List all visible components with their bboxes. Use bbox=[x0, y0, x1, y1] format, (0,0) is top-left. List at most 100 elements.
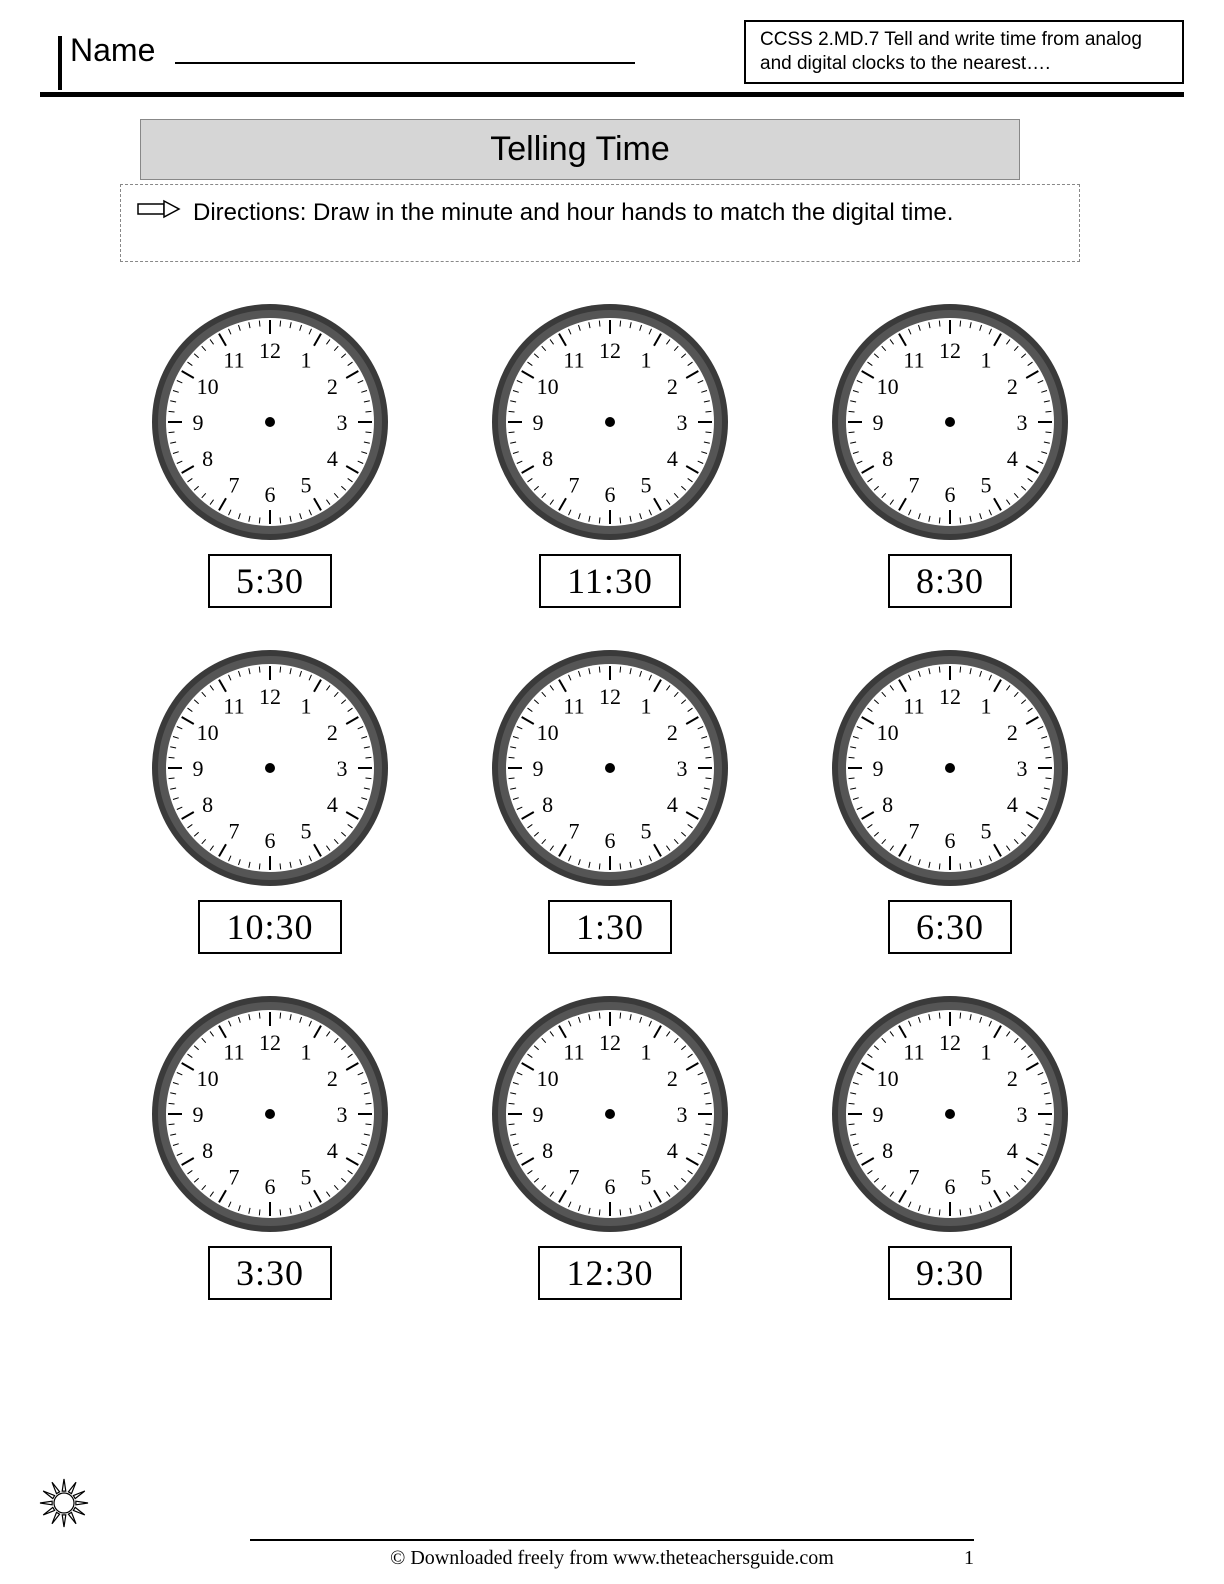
svg-text:6: 6 bbox=[265, 1174, 276, 1199]
svg-text:12: 12 bbox=[259, 1030, 281, 1055]
svg-text:8: 8 bbox=[882, 446, 893, 471]
clock-cell: 12123456789101111:30 bbox=[470, 302, 750, 608]
svg-text:12: 12 bbox=[599, 338, 621, 363]
analog-clock[interactable]: 121234567891011 bbox=[150, 994, 390, 1234]
header-row: Name CCSS 2.MD.7 Tell and write time fro… bbox=[40, 20, 1184, 84]
clock-cell: 1212345678910113:30 bbox=[130, 994, 410, 1300]
svg-text:1: 1 bbox=[641, 347, 652, 372]
svg-text:3: 3 bbox=[337, 756, 348, 781]
svg-text:10: 10 bbox=[877, 720, 899, 745]
svg-text:9: 9 bbox=[533, 756, 544, 781]
svg-text:4: 4 bbox=[327, 792, 338, 817]
svg-text:1: 1 bbox=[981, 1039, 992, 1064]
svg-text:11: 11 bbox=[563, 347, 584, 372]
clock-cell: 1212345678910116:30 bbox=[810, 648, 1090, 954]
svg-text:8: 8 bbox=[882, 1138, 893, 1163]
svg-text:4: 4 bbox=[1007, 792, 1018, 817]
svg-text:2: 2 bbox=[667, 1066, 678, 1091]
svg-text:1: 1 bbox=[641, 1039, 652, 1064]
svg-text:5: 5 bbox=[981, 818, 992, 843]
digital-time-box: 12:30 bbox=[538, 1246, 681, 1300]
clock-cell: 12123456789101110:30 bbox=[130, 648, 410, 954]
svg-text:7: 7 bbox=[229, 818, 240, 843]
svg-text:5: 5 bbox=[981, 472, 992, 497]
analog-clock[interactable]: 121234567891011 bbox=[490, 302, 730, 542]
svg-text:8: 8 bbox=[542, 792, 553, 817]
svg-text:11: 11 bbox=[903, 693, 924, 718]
worksheet-title: Telling Time bbox=[140, 119, 1020, 180]
name-input-line[interactable] bbox=[175, 20, 635, 64]
svg-text:2: 2 bbox=[1007, 374, 1018, 399]
footer-rule bbox=[250, 1539, 974, 1541]
svg-text:4: 4 bbox=[667, 1138, 678, 1163]
digital-time-box: 11:30 bbox=[539, 554, 681, 608]
svg-text:3: 3 bbox=[1017, 1102, 1028, 1127]
left-margin-rule bbox=[58, 36, 62, 90]
svg-text:7: 7 bbox=[909, 472, 920, 497]
svg-text:9: 9 bbox=[193, 1102, 204, 1127]
svg-text:3: 3 bbox=[337, 1102, 348, 1127]
svg-text:3: 3 bbox=[677, 756, 688, 781]
svg-text:2: 2 bbox=[667, 720, 678, 745]
svg-text:9: 9 bbox=[873, 1102, 884, 1127]
svg-text:6: 6 bbox=[265, 828, 276, 853]
svg-text:5: 5 bbox=[981, 1164, 992, 1189]
svg-text:1: 1 bbox=[641, 693, 652, 718]
svg-text:12: 12 bbox=[939, 338, 961, 363]
svg-text:10: 10 bbox=[197, 374, 219, 399]
svg-text:12: 12 bbox=[599, 1030, 621, 1055]
sun-icon bbox=[36, 1475, 92, 1536]
svg-text:2: 2 bbox=[1007, 720, 1018, 745]
svg-text:6: 6 bbox=[945, 482, 956, 507]
svg-text:12: 12 bbox=[599, 684, 621, 709]
analog-clock[interactable]: 121234567891011 bbox=[830, 302, 1070, 542]
analog-clock[interactable]: 121234567891011 bbox=[150, 302, 390, 542]
svg-text:1: 1 bbox=[301, 1039, 312, 1064]
clock-cell: 1212345678910119:30 bbox=[810, 994, 1090, 1300]
analog-clock[interactable]: 121234567891011 bbox=[150, 648, 390, 888]
clock-cell: 1212345678910111:30 bbox=[470, 648, 750, 954]
svg-text:2: 2 bbox=[327, 374, 338, 399]
svg-text:3: 3 bbox=[1017, 756, 1028, 781]
svg-text:4: 4 bbox=[327, 1138, 338, 1163]
page-number: 1 bbox=[964, 1547, 974, 1570]
svg-text:10: 10 bbox=[197, 720, 219, 745]
svg-text:5: 5 bbox=[301, 472, 312, 497]
svg-text:1: 1 bbox=[301, 347, 312, 372]
analog-clock[interactable]: 121234567891011 bbox=[490, 994, 730, 1234]
svg-text:11: 11 bbox=[563, 1039, 584, 1064]
svg-text:6: 6 bbox=[265, 482, 276, 507]
svg-text:9: 9 bbox=[193, 756, 204, 781]
analog-clock[interactable]: 121234567891011 bbox=[830, 994, 1070, 1234]
svg-text:1: 1 bbox=[301, 693, 312, 718]
svg-text:1: 1 bbox=[981, 347, 992, 372]
svg-text:8: 8 bbox=[202, 1138, 213, 1163]
analog-clock[interactable]: 121234567891011 bbox=[830, 648, 1070, 888]
svg-text:5: 5 bbox=[641, 472, 652, 497]
top-rule bbox=[40, 92, 1184, 97]
svg-text:9: 9 bbox=[533, 410, 544, 435]
svg-text:7: 7 bbox=[569, 1164, 580, 1189]
svg-text:2: 2 bbox=[667, 374, 678, 399]
svg-text:10: 10 bbox=[877, 374, 899, 399]
digital-time-box: 1:30 bbox=[548, 900, 672, 954]
svg-text:5: 5 bbox=[641, 1164, 652, 1189]
svg-text:12: 12 bbox=[939, 684, 961, 709]
svg-text:12: 12 bbox=[259, 684, 281, 709]
analog-clock[interactable]: 121234567891011 bbox=[490, 648, 730, 888]
svg-text:10: 10 bbox=[537, 1066, 559, 1091]
svg-text:7: 7 bbox=[229, 472, 240, 497]
svg-text:10: 10 bbox=[877, 1066, 899, 1091]
svg-text:10: 10 bbox=[197, 1066, 219, 1091]
clock-cell: 1212345678910115:30 bbox=[130, 302, 410, 608]
digital-time-box: 6:30 bbox=[888, 900, 1012, 954]
svg-text:11: 11 bbox=[903, 347, 924, 372]
svg-text:12: 12 bbox=[939, 1030, 961, 1055]
svg-text:7: 7 bbox=[569, 818, 580, 843]
svg-text:7: 7 bbox=[909, 1164, 920, 1189]
svg-text:8: 8 bbox=[202, 446, 213, 471]
svg-text:9: 9 bbox=[873, 756, 884, 781]
clock-cell: 12123456789101112:30 bbox=[470, 994, 750, 1300]
content-area: Telling Time Directions: Draw in the min… bbox=[100, 119, 1164, 1300]
digital-time-box: 8:30 bbox=[888, 554, 1012, 608]
